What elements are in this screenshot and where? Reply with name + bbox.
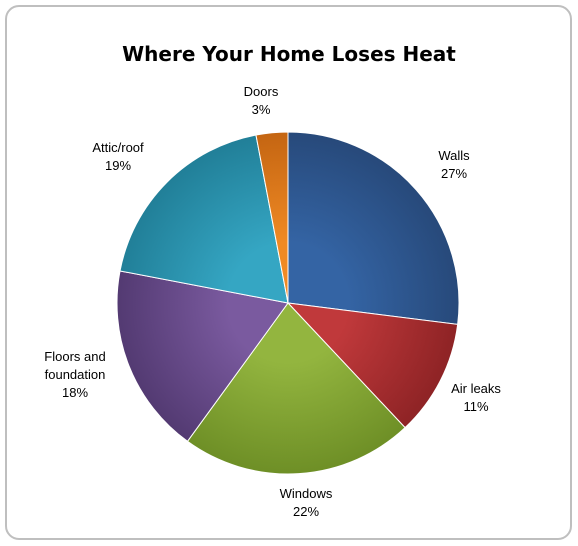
- data-label-line: 11%: [463, 399, 488, 414]
- data-label-line: 18%: [62, 385, 88, 400]
- data-label-attic-roof: Attic/roof 19%: [92, 140, 144, 173]
- data-label-line: Windows: [280, 486, 333, 501]
- data-label-air-leaks: Air leaks 11%: [451, 381, 501, 414]
- pie-slice-windows: [186, 302, 406, 475]
- pie-slice-air-leaks: [286, 302, 459, 429]
- pie-slice-doors: [255, 131, 289, 304]
- pie-slices: [116, 131, 460, 475]
- data-label-line: foundation: [45, 367, 106, 382]
- data-label-floors-and-foundation: Floors and foundation 18%: [44, 349, 105, 400]
- data-label-line: Air leaks: [451, 381, 501, 396]
- data-label-line: 19%: [105, 158, 131, 173]
- data-label-line: 3%: [252, 102, 271, 117]
- data-label-line: 22%: [293, 504, 319, 519]
- chart-title: Where Your Home Loses Heat: [122, 42, 456, 66]
- pie-labels: Walls 27% Air leaks 11% Windows 22% Floors and…: [44, 84, 501, 519]
- data-label-line: Walls: [438, 148, 470, 163]
- data-label-walls: Walls 27%: [438, 148, 470, 181]
- pie-slice-floors-and-foundation: [116, 270, 289, 443]
- data-label-line: Attic/roof: [92, 140, 144, 155]
- data-label-line: Floors and: [44, 349, 105, 364]
- data-label-windows: Windows 22%: [280, 486, 333, 519]
- data-label-line: Doors: [244, 84, 279, 99]
- data-label-line: 27%: [441, 166, 467, 181]
- pie-slice-walls: [287, 131, 460, 325]
- pie-slice-attic-roof: [119, 134, 289, 304]
- data-label-doors: Doors 3%: [244, 84, 279, 117]
